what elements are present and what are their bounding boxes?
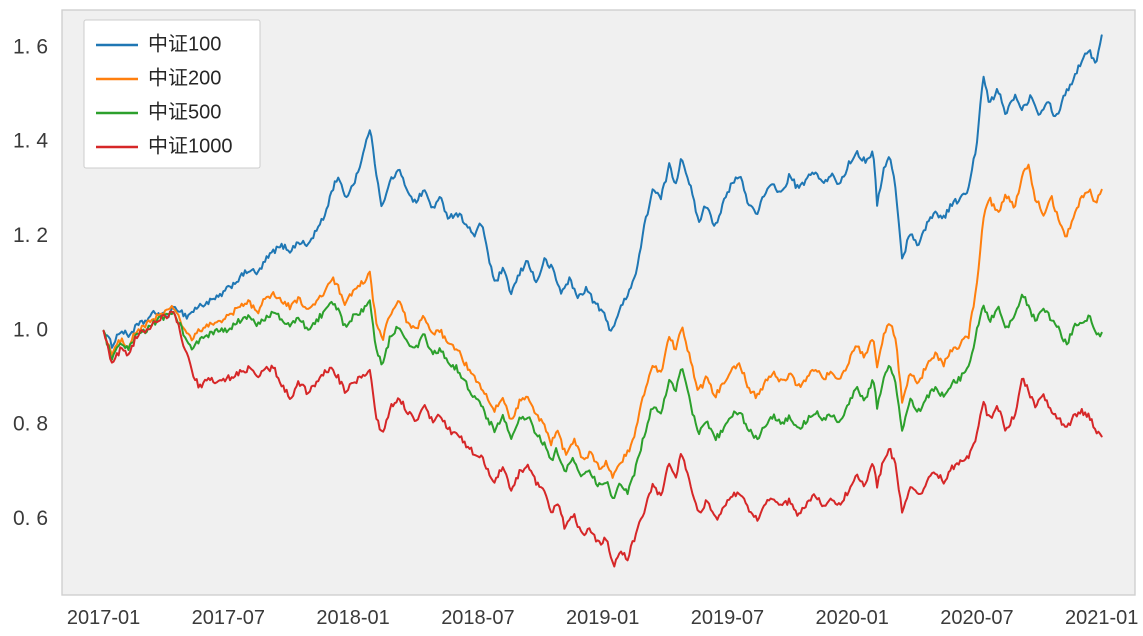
legend: 中证100 中证200 中证500 中证1000 <box>83 19 261 169</box>
x-tick-label: 2018-07 <box>441 607 514 629</box>
y-tick-label: 1. 0 <box>13 318 48 341</box>
x-tick-label: 2018-01 <box>316 607 389 629</box>
series-line-2 <box>102 293 1103 499</box>
y-tick-label: 0. 8 <box>13 413 48 436</box>
x-tick-label: 2019-01 <box>566 607 639 629</box>
x-tick-label: 2017-01 <box>67 607 140 629</box>
y-tick-label: 1. 4 <box>13 130 48 153</box>
x-tick-label: 2020-07 <box>940 607 1013 629</box>
legend-label: 中证1000 <box>148 134 233 157</box>
legend-label: 中证100 <box>148 32 221 55</box>
x-tick-label: 2017-07 <box>192 607 265 629</box>
legend-label: 中证500 <box>148 100 221 123</box>
series-line-0 <box>102 34 1103 349</box>
y-tick-label: 1. 2 <box>13 224 48 247</box>
y-tick-label: 0. 6 <box>13 507 48 530</box>
series-line-3 <box>102 310 1103 568</box>
legend-label: 中证200 <box>148 66 221 89</box>
x-tick-label: 2019-07 <box>691 607 764 629</box>
x-tick-label: 2021-01 <box>1065 607 1138 629</box>
y-tick-label: 1. 6 <box>13 35 48 58</box>
legend-box <box>83 19 261 169</box>
x-tick-label: 2020-01 <box>815 607 888 629</box>
series-line-1 <box>102 163 1103 479</box>
